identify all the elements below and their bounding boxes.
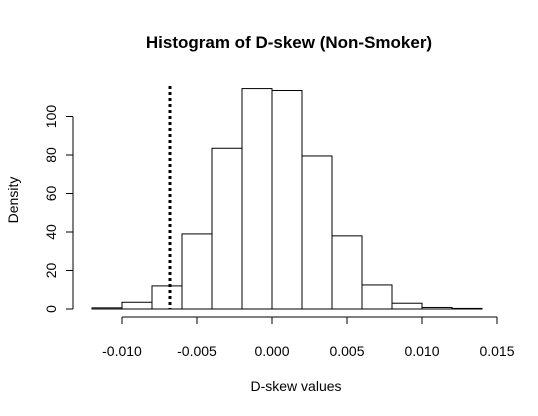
x-tick-label: 0.005 (329, 343, 364, 359)
x-tick-label: -0.010 (102, 343, 142, 359)
histogram-bar (241, 88, 273, 310)
histogram-bar (121, 301, 153, 310)
histogram-bar (211, 147, 243, 310)
x-axis-label: D-skew values (250, 378, 341, 394)
y-tick-label: 0 (43, 305, 59, 313)
histogram-bar (451, 307, 483, 310)
histogram-bar (181, 233, 213, 310)
y-tick-label: 100 (43, 105, 59, 129)
histogram-bar (391, 302, 423, 310)
histogram-bar (421, 306, 453, 310)
histogram-bar (271, 90, 303, 310)
x-axis: -0.010 -0.005 0.000 0.005 0.010 0.015 (102, 316, 515, 359)
chart-title: Histogram of D-skew (Non-Smoker) (146, 33, 432, 52)
y-tick-label: 60 (43, 186, 59, 202)
histogram-bar (361, 284, 393, 310)
histogram-bar (331, 235, 363, 310)
histogram-bar (91, 307, 123, 310)
y-tick-label: 80 (43, 147, 59, 163)
x-tick-label: 0.000 (254, 343, 289, 359)
y-tick-label: 40 (43, 224, 59, 240)
bars-group (91, 88, 483, 310)
y-axis-label: Density (5, 177, 21, 224)
y-tick-label: 20 (43, 263, 59, 279)
x-tick-label: -0.005 (177, 343, 217, 359)
x-tick-label: 0.015 (479, 343, 514, 359)
histogram-bar (301, 155, 333, 310)
y-axis: 0 20 40 60 80 100 (43, 105, 74, 313)
histogram-bar (151, 285, 183, 310)
x-tick-label: 0.010 (404, 343, 439, 359)
